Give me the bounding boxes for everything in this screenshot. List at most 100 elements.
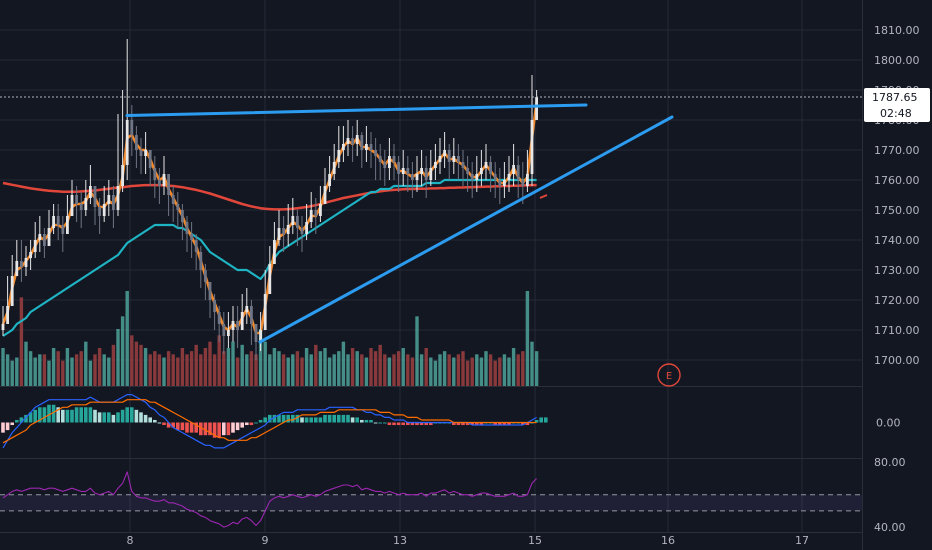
volume-bar xyxy=(433,360,438,386)
candle-body xyxy=(208,282,212,300)
volume-bar xyxy=(507,357,511,386)
volume-bar xyxy=(521,351,525,386)
resistance-trendline xyxy=(125,103,588,117)
volume-bar xyxy=(208,341,212,386)
macd-hist-bar xyxy=(295,414,300,423)
volume-bar xyxy=(217,335,221,386)
macd-hist-bar xyxy=(38,407,42,423)
ma-red-line xyxy=(2,181,537,211)
candle-body xyxy=(24,258,28,267)
candle-body xyxy=(461,162,465,168)
last-price-label: 1787.65 xyxy=(872,91,918,104)
macd-hist-bar xyxy=(189,422,194,433)
time-tick-label: 9 xyxy=(262,534,269,547)
macd-hist-bar xyxy=(410,422,415,426)
volume-bar xyxy=(51,348,56,386)
candle-body xyxy=(507,174,511,180)
candle-body xyxy=(33,240,37,252)
volume-bar xyxy=(240,344,244,386)
volume-bar xyxy=(185,354,189,386)
price-tick-label: 1720.00 xyxy=(874,294,920,307)
volume-bar xyxy=(470,357,474,386)
macd-hist-bar xyxy=(350,417,355,423)
last-price-tag xyxy=(864,88,930,123)
macd-hist-bar xyxy=(139,412,143,423)
volume-bar xyxy=(309,354,313,386)
macd-hist-bar xyxy=(176,422,180,431)
macd-hist-bar xyxy=(217,422,221,438)
macd-hist-bar xyxy=(521,422,525,426)
candle-body xyxy=(438,156,442,162)
macd-hist-bar xyxy=(461,422,465,426)
candle-body xyxy=(383,162,387,168)
volume-bar xyxy=(194,344,198,386)
macd-hist-bar xyxy=(429,422,433,426)
candle-body xyxy=(337,150,341,162)
macd-hist-bar xyxy=(212,422,217,438)
macd-hist-bar xyxy=(111,414,116,423)
candle-body xyxy=(181,210,184,222)
macd-hist-bar xyxy=(360,419,364,423)
volume-bar xyxy=(28,351,33,386)
volume-bar xyxy=(107,357,111,386)
candle-body xyxy=(530,120,534,174)
candle-body xyxy=(89,186,92,198)
volume-bar xyxy=(97,348,102,386)
macd-hist-bar xyxy=(199,422,203,436)
volume-bar xyxy=(111,344,116,386)
macd-hist-bar xyxy=(456,422,461,426)
volume-bar xyxy=(332,354,336,386)
candle-body xyxy=(535,97,538,120)
macd-hist-bar xyxy=(419,422,424,426)
candle-body xyxy=(415,174,419,180)
volume-bar xyxy=(19,297,24,386)
candle-body xyxy=(43,234,46,246)
volume-bar xyxy=(93,354,97,386)
candle-body xyxy=(29,252,32,258)
candles xyxy=(1,39,538,360)
volume-bar xyxy=(10,360,14,386)
macd-hist-bar xyxy=(222,422,226,436)
volume-bar xyxy=(442,351,447,386)
macd-hist-bar xyxy=(465,422,470,426)
volume-bar xyxy=(461,351,465,386)
volume-bar xyxy=(387,357,392,386)
volume-bar xyxy=(157,354,162,386)
macd-hist-bar xyxy=(507,422,511,426)
candle-body xyxy=(20,261,23,267)
candle-body xyxy=(56,216,60,225)
candle-body xyxy=(365,144,368,150)
macd-hist-bar xyxy=(281,414,286,423)
macd-hist-bar xyxy=(502,422,507,426)
volume-bar xyxy=(530,341,534,386)
candle-body xyxy=(346,138,350,144)
volume-bar xyxy=(516,354,520,386)
macd-hist-bar xyxy=(323,414,327,423)
price-tick-label: 1710.00 xyxy=(874,324,920,337)
macd-hist-bar xyxy=(185,422,189,433)
candle-body xyxy=(144,150,147,156)
macd-hist-bar xyxy=(364,419,369,423)
candle-body xyxy=(291,216,295,225)
candle-body xyxy=(236,321,239,330)
macd-hist-bar xyxy=(525,422,530,426)
candle-body xyxy=(521,180,525,186)
macd-hist-bar xyxy=(42,407,47,423)
macd-hist-bar xyxy=(33,409,37,423)
candle-body xyxy=(397,162,400,174)
trendlines[interactable]: E xyxy=(125,103,681,387)
volume-bar xyxy=(176,357,180,386)
price-tick-label: 1810.00 xyxy=(874,24,920,37)
candle-body xyxy=(360,135,364,150)
candle-body xyxy=(250,306,253,324)
candle-body xyxy=(153,168,157,180)
volume-bar xyxy=(61,360,65,386)
volume-bar xyxy=(484,351,488,386)
macd-hist-bar xyxy=(130,407,134,423)
macd-hist-bar xyxy=(249,422,254,426)
volume-bar xyxy=(277,351,281,386)
macd-hist-bar xyxy=(180,422,185,431)
candle-body xyxy=(489,162,492,174)
macd-hist-bar xyxy=(5,422,10,431)
